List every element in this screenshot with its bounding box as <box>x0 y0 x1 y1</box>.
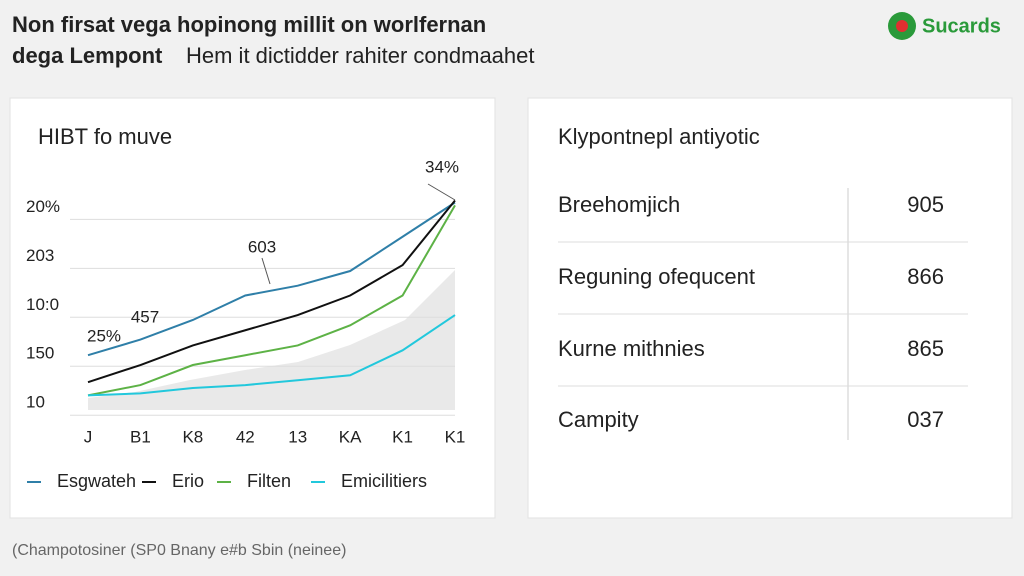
y-tick-label: 150 <box>26 344 54 363</box>
row-label: Breehomjich <box>558 192 680 217</box>
page-subtitle-bold: dega Lempont <box>12 43 163 68</box>
page-subtitle: Hem it dictidder rahiter condmaahet <box>186 43 535 68</box>
row-value: 865 <box>907 336 944 361</box>
table-card <box>527 97 1013 519</box>
y-tick-label: 20% <box>26 197 60 216</box>
y-tick-label: 10:0 <box>26 295 59 314</box>
chart-title: HIBT fo muve <box>38 124 172 149</box>
row-value: 866 <box>907 264 944 289</box>
y-tick-label: 10 <box>26 393 45 412</box>
x-tick-label: KA <box>339 427 362 446</box>
x-tick-label: K8 <box>182 427 203 446</box>
annotation: 603 <box>248 237 276 256</box>
x-tick-label: K1 <box>445 427 466 446</box>
table-title: Klypontnepl antiyotic <box>558 124 760 149</box>
legend-label: Filten <box>247 471 291 491</box>
logo-text: Sucards <box>922 15 1001 37</box>
row-value: 037 <box>907 407 944 432</box>
annotation: 34% <box>425 157 459 176</box>
x-tick-label: J <box>84 427 93 446</box>
row-label: Kurne mithnies <box>558 336 705 361</box>
page-title: Non firsat vega hopinong millit on worlf… <box>12 12 486 37</box>
series-line <box>87 314 456 397</box>
series-line <box>87 204 456 397</box>
logo-icon-dot <box>896 20 908 32</box>
annotation: 457 <box>131 307 159 326</box>
footer-note: (Champotosiner (SP0 Bnany e#b Sbin (nein… <box>12 542 346 559</box>
row-label: Campity <box>558 407 639 432</box>
x-tick-label: B1 <box>130 427 151 446</box>
annotation-pointer <box>427 183 456 201</box>
row-value: 905 <box>907 192 944 217</box>
series-line <box>87 201 456 357</box>
x-tick-label: 13 <box>288 427 307 446</box>
annotation: 25% <box>87 326 121 345</box>
x-tick-label: 42 <box>236 427 255 446</box>
row-label: Reguning ofequcent <box>558 264 755 289</box>
legend-label: Erio <box>172 471 204 491</box>
legend-label: Esgwateh <box>57 471 136 491</box>
legend-label: Emicilitiers <box>341 471 427 491</box>
chart-card <box>9 97 496 519</box>
annotation-pointer <box>261 257 271 285</box>
background-area <box>88 270 455 410</box>
x-tick-label: K1 <box>392 427 413 446</box>
series-line <box>87 199 456 384</box>
y-tick-label: 203 <box>26 246 54 265</box>
